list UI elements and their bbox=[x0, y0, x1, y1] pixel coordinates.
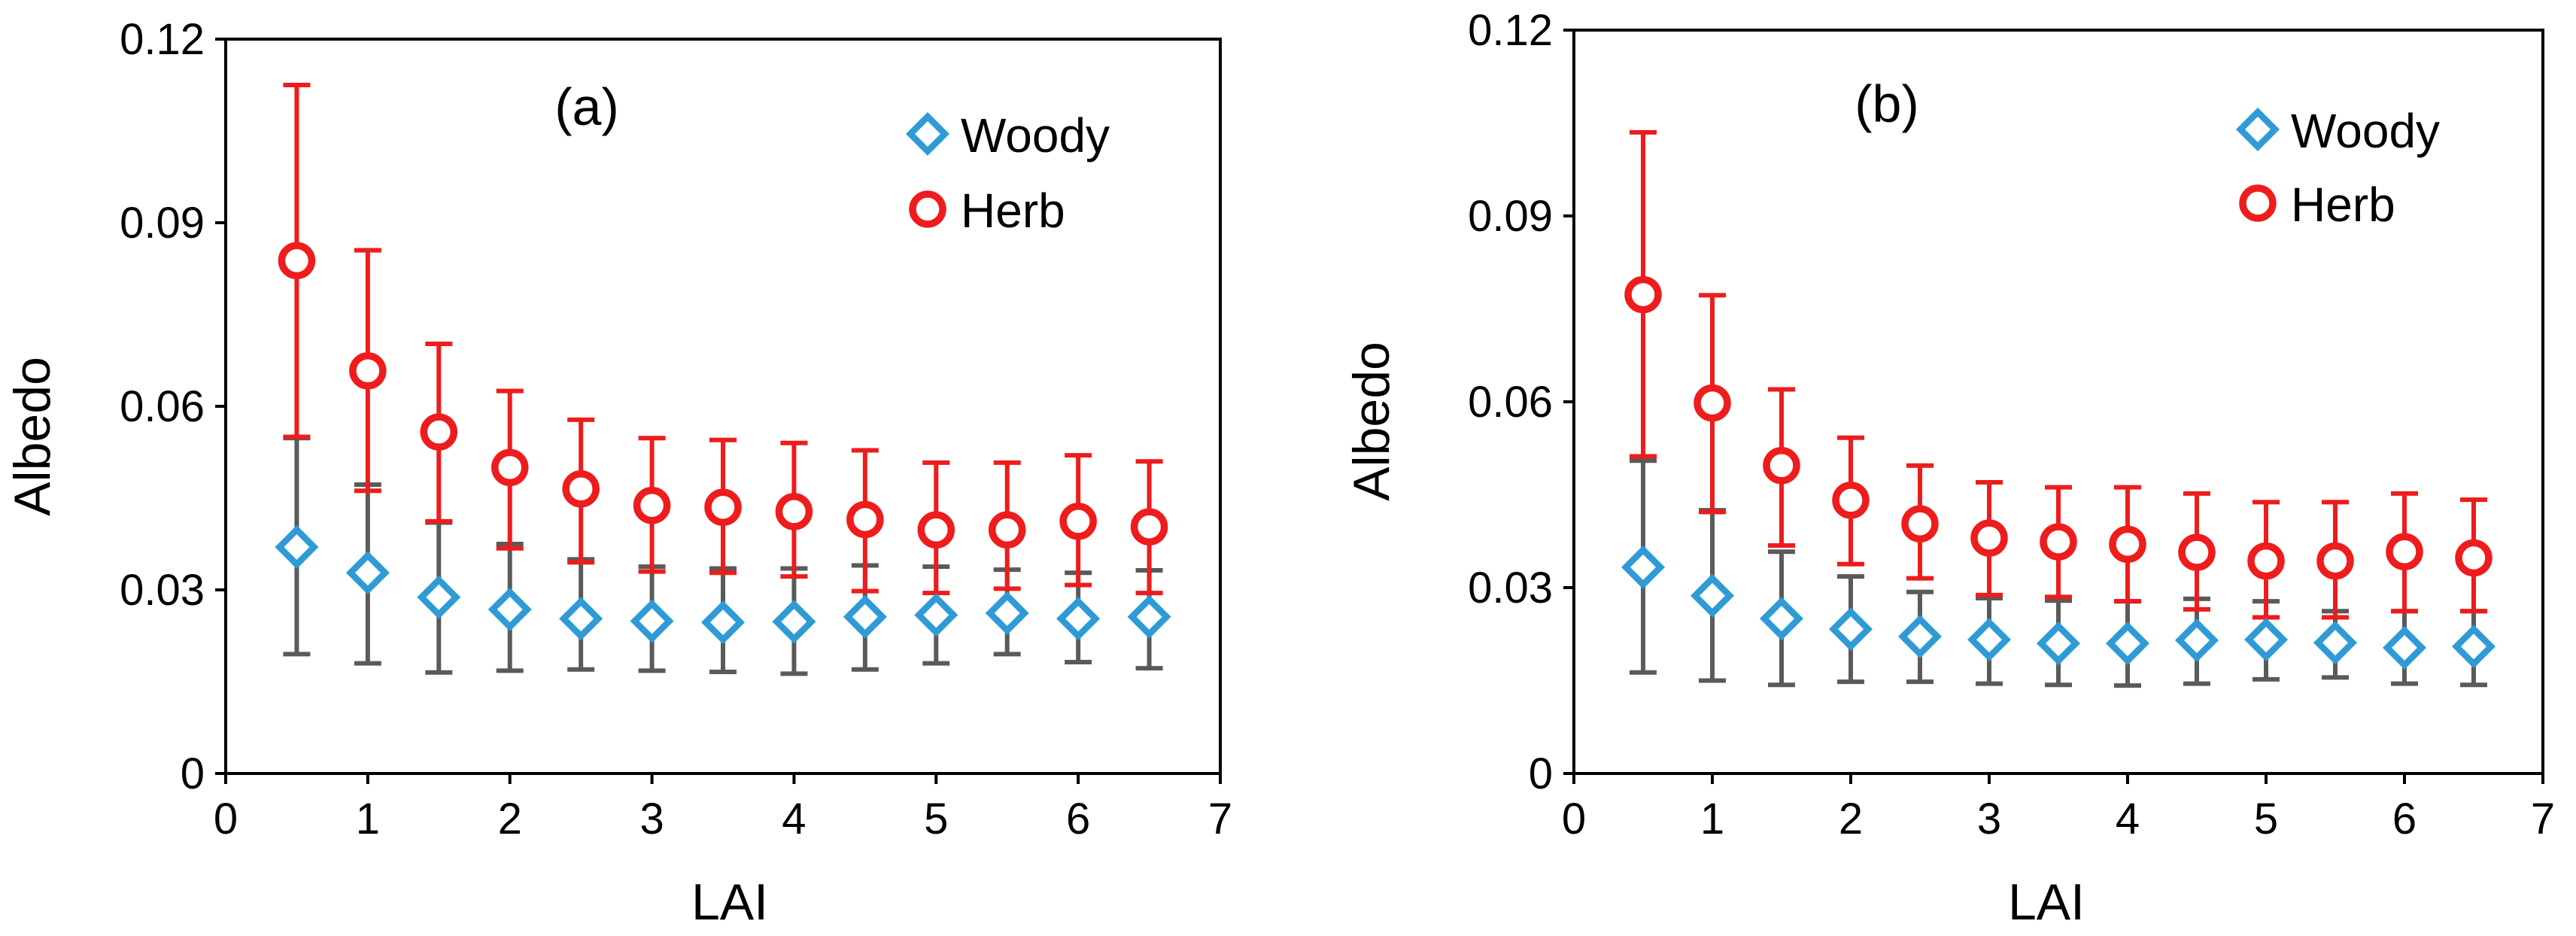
x-axis-title: LAI bbox=[2008, 874, 2085, 931]
y-tick-label: 0 bbox=[1529, 749, 1553, 798]
herb-data-point bbox=[1763, 447, 1800, 485]
woody-data-point bbox=[1621, 545, 1666, 589]
x-tick-label: 6 bbox=[2392, 795, 2417, 843]
x-tick-label: 7 bbox=[1208, 795, 1232, 843]
y-tick-label: 0.12 bbox=[1468, 6, 1553, 55]
legend-marker-woody bbox=[905, 111, 950, 157]
herb-data-point bbox=[2040, 523, 2077, 561]
herb-data-point bbox=[420, 413, 458, 451]
legend-marker-herb bbox=[909, 190, 946, 228]
woody-data-point bbox=[1967, 618, 2012, 662]
woody-data-point bbox=[630, 599, 674, 643]
x-tick-label: 7 bbox=[2531, 795, 2555, 843]
y-axis-title: Albedo bbox=[4, 357, 61, 516]
herb-data-point bbox=[1970, 519, 2008, 557]
x-tick-label: 4 bbox=[782, 795, 806, 843]
legend-marker-woody bbox=[2235, 107, 2280, 152]
legend-label-woody: Woody bbox=[961, 108, 1110, 163]
y-axis-title: Albedo bbox=[1343, 342, 1400, 501]
y-tick-label: 0.03 bbox=[1468, 564, 1553, 612]
herb-data-point bbox=[917, 511, 955, 549]
y-tick-label: 0.06 bbox=[120, 382, 205, 431]
woody-data-point bbox=[1759, 597, 1804, 641]
herb-data-point bbox=[2247, 542, 2285, 580]
x-tick-label: 0 bbox=[1562, 795, 1586, 843]
herb-data-point bbox=[1059, 503, 1097, 540]
legend-label-herb: Herb bbox=[2291, 178, 2395, 232]
y-tick-label: 0 bbox=[181, 749, 205, 798]
woody-data-point bbox=[488, 588, 532, 632]
woody-data-point bbox=[2382, 625, 2427, 670]
herb-data-point bbox=[1832, 482, 1870, 519]
woody-data-point bbox=[1690, 573, 1735, 618]
x-tick-label: 3 bbox=[639, 795, 664, 843]
woody-data-point bbox=[1127, 594, 1171, 639]
herb-data-point bbox=[2386, 533, 2423, 570]
legend: Woody Herb bbox=[961, 108, 1110, 238]
herb-data-point bbox=[633, 487, 671, 524]
herb-data-point bbox=[846, 500, 884, 539]
x-tick-label: 5 bbox=[2254, 795, 2278, 843]
x-tick-label: 5 bbox=[924, 795, 948, 843]
woody-data-point bbox=[2174, 618, 2219, 662]
panel-label: (b) bbox=[1855, 74, 1919, 133]
woody-data-point bbox=[700, 600, 746, 645]
x-tick-label: 4 bbox=[2116, 795, 2140, 843]
legend-label-herb: Herb bbox=[961, 184, 1065, 238]
x-tick-label: 0 bbox=[214, 795, 238, 843]
x-axis-title: LAI bbox=[691, 874, 768, 931]
herb-data-point bbox=[2455, 539, 2492, 577]
woody-data-point bbox=[559, 597, 603, 641]
y-tick-label: 0.06 bbox=[1468, 378, 1553, 427]
panel-label: (a) bbox=[554, 77, 619, 136]
x-tick-label: 6 bbox=[1066, 795, 1090, 843]
herb-data-point bbox=[349, 352, 387, 390]
woody-data-point bbox=[2243, 618, 2289, 662]
herb-data-point bbox=[491, 448, 529, 487]
x-tick-label: 2 bbox=[498, 795, 522, 843]
woody-data-point bbox=[843, 594, 887, 639]
x-tick-label: 1 bbox=[356, 795, 380, 843]
herb-data-point bbox=[704, 488, 742, 526]
herb-data-point bbox=[1901, 505, 1939, 542]
woody-data-point bbox=[417, 575, 461, 619]
herb-data-point bbox=[1130, 508, 1168, 545]
woody-data-point bbox=[2036, 621, 2081, 666]
woody-data-point bbox=[275, 525, 319, 570]
woody-data-point bbox=[1897, 615, 1943, 659]
woody-data-point bbox=[2451, 625, 2496, 669]
herb-data-point bbox=[1624, 275, 1662, 314]
woody-data-point bbox=[2105, 621, 2150, 666]
herb-data-point bbox=[2316, 542, 2354, 580]
legend-marker-herb bbox=[2239, 184, 2277, 222]
woody-data-point bbox=[1828, 607, 1873, 652]
chart-panel-a: (a) LAI Albedo Woody Herb 0 1 2 3 4 5 6 7 0 0.03 0… bbox=[4, 15, 1232, 931]
herb-data-point bbox=[2109, 525, 2146, 564]
x-tick-label: 3 bbox=[1977, 795, 2001, 843]
herb-data-point bbox=[775, 493, 813, 530]
y-tick-label: 0.09 bbox=[120, 199, 205, 248]
herb-data-point bbox=[278, 242, 316, 280]
woody-data-point bbox=[985, 591, 1029, 635]
woody-data-point bbox=[772, 600, 816, 644]
herb-data-point bbox=[562, 470, 600, 508]
y-tick-label: 0.09 bbox=[1468, 192, 1553, 241]
woody-data-point bbox=[2313, 621, 2358, 665]
x-tick-label: 1 bbox=[1700, 795, 1724, 843]
woody-data-point bbox=[345, 551, 390, 595]
legend-label-woody: Woody bbox=[2291, 104, 2440, 158]
woody-data-point bbox=[1056, 597, 1101, 641]
herb-data-point bbox=[2178, 533, 2216, 571]
legend: Woody Herb bbox=[2291, 104, 2440, 232]
woody-data-point bbox=[914, 593, 958, 637]
y-tick-label: 0.12 bbox=[120, 15, 205, 64]
herb-data-point bbox=[988, 511, 1026, 549]
chart-panel-b: (b) LAI Albedo Woody Herb 0 1 2 3 4 5 6 7 0 0.03 0… bbox=[1343, 6, 2555, 931]
herb-data-point bbox=[1694, 384, 1731, 422]
y-tick-label: 0.03 bbox=[120, 566, 205, 615]
x-tick-label: 2 bbox=[1839, 795, 1863, 843]
